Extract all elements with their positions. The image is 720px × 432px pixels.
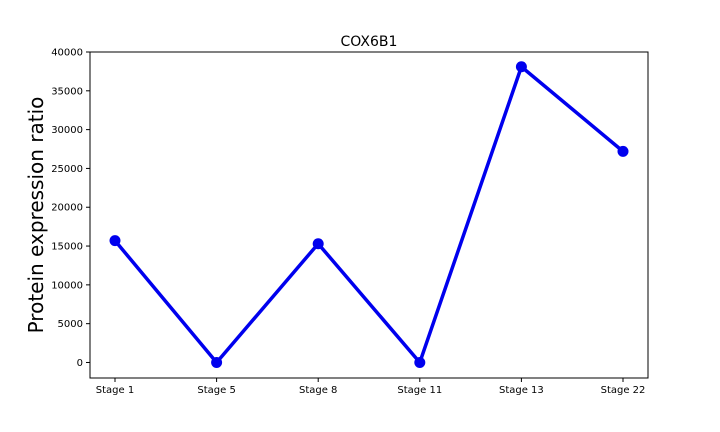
x-tick-label: Stage 1 <box>96 385 134 396</box>
x-axis: Stage 1 Stage 5 Stage 8 Stage 11 Stage 13 Sta… <box>96 378 646 396</box>
data-point <box>312 238 324 250</box>
x-tick-label: Stage 11 <box>397 385 442 396</box>
x-tick-label: Stage 13 <box>499 385 544 396</box>
x-tick-label: Stage 8 <box>299 385 337 396</box>
data-point <box>515 61 527 73</box>
y-tick-label: 15000 <box>51 242 83 253</box>
y-tick-label: 10000 <box>51 280 83 291</box>
x-tick-label: Stage 5 <box>197 385 235 396</box>
y-tick-label: 25000 <box>51 164 83 175</box>
y-tick-label: 0 <box>77 358 83 369</box>
y-tick-label: 40000 <box>51 48 83 59</box>
y-tick-label: 35000 <box>51 86 83 97</box>
y-axis: 0 5000 10000 15000 20000 25000 30000 35000 40000 <box>51 48 90 369</box>
series-line <box>113 64 625 365</box>
chart-title: COX6B1 <box>341 34 398 50</box>
data-point <box>414 356 426 368</box>
x-tick-label: Stage 22 <box>601 385 646 396</box>
y-axis-label: Protein expression ratio <box>24 97 48 334</box>
data-point <box>109 235 121 247</box>
y-tick-label: 5000 <box>58 319 83 330</box>
data-point <box>617 145 629 157</box>
y-tick-label: 20000 <box>51 203 83 214</box>
y-tick-label: 30000 <box>51 125 83 136</box>
data-point <box>211 356 223 368</box>
series-layer <box>109 61 629 368</box>
